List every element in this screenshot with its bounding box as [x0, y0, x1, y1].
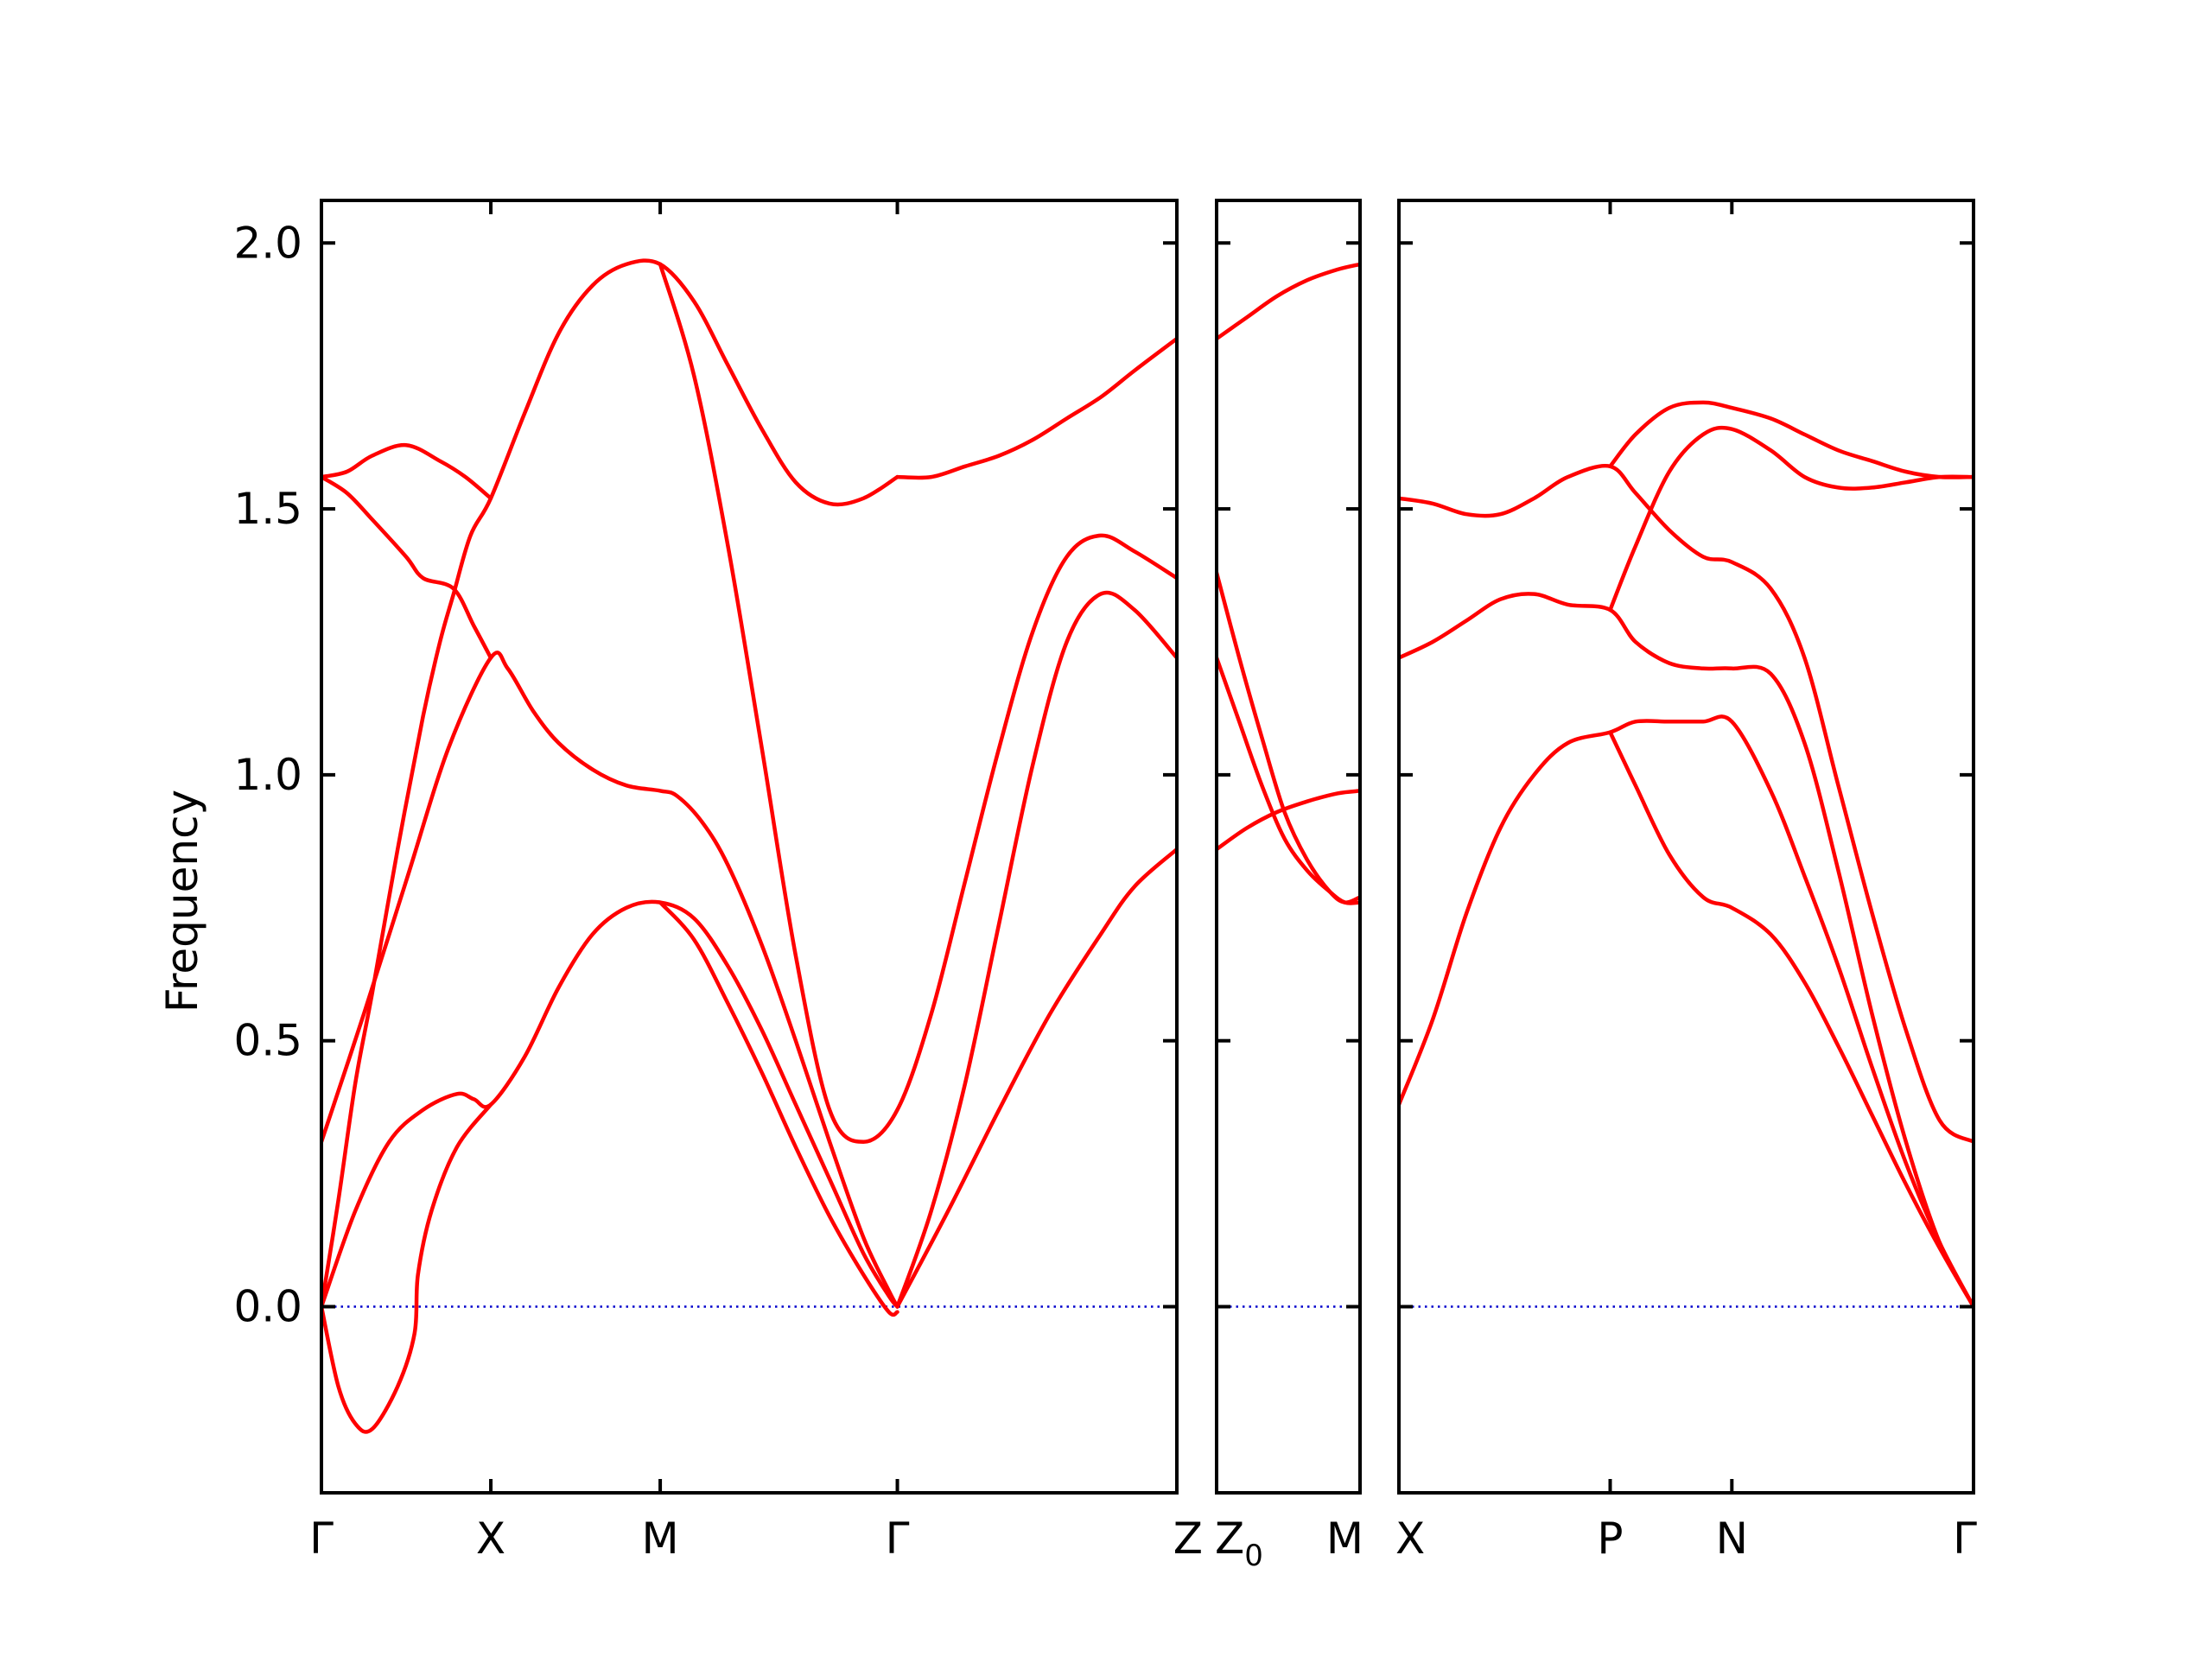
band-line-2-2 — [1217, 570, 1360, 904]
x-tick-label: M — [1326, 1514, 1363, 1564]
band-line-1-4 — [321, 442, 493, 501]
band-line-1-2 — [321, 258, 899, 1309]
band-line-2-3 — [1217, 656, 1360, 905]
band-line-1-1 — [321, 651, 899, 1309]
x-tick-label: M — [642, 1514, 679, 1564]
band-line-3-5 — [1608, 425, 1974, 613]
panel-frame — [320, 199, 1179, 1495]
panel-frame — [1397, 199, 1975, 1495]
y-tick-label: 1.0 — [233, 750, 302, 800]
band-line-1-9 — [895, 590, 1177, 1309]
x-tick-label: X — [476, 1514, 505, 1564]
band-line-1-11 — [895, 336, 1177, 480]
band-line-3-3 — [1399, 592, 1974, 1309]
y-tick-label: 2.0 — [233, 218, 302, 268]
x-tick-label-subscript: 0 — [1244, 1539, 1263, 1573]
panel-frame — [1215, 199, 1362, 1495]
y-tick-label: 1.5 — [233, 484, 302, 534]
band-line-3-4 — [1399, 463, 1974, 1144]
band-line-1-8 — [658, 262, 1177, 1144]
x-tick-label: X — [1395, 1514, 1425, 1564]
x-tick-label: Z0 — [1215, 1514, 1263, 1573]
x-tick-label: Γ — [309, 1514, 334, 1564]
x-tick-label: Γ — [1953, 1514, 1977, 1564]
x-tick-label: P — [1597, 1514, 1623, 1564]
band-line-1-3 — [321, 474, 493, 660]
y-axis-label: Frequency — [157, 790, 207, 1012]
band-line-2-4 — [1217, 789, 1360, 852]
band-line-1-5 — [321, 1102, 493, 1434]
band-line-3-1 — [1399, 714, 1974, 1309]
x-tick-label: Γ — [886, 1514, 910, 1564]
band-line-1-7 — [658, 900, 899, 1317]
band-line-2-1 — [1217, 262, 1360, 341]
x-tick-label: Z — [1173, 1514, 1203, 1564]
band-line-1-6 — [321, 899, 899, 1309]
band-line-3-2 — [1608, 730, 1974, 1309]
x-tick-label: N — [1716, 1514, 1748, 1564]
y-tick-label: 0.5 — [233, 1016, 302, 1066]
y-tick-label: 0.0 — [233, 1282, 302, 1332]
band-line-1-10 — [895, 847, 1177, 1309]
band-line-3-6 — [1608, 400, 1974, 479]
